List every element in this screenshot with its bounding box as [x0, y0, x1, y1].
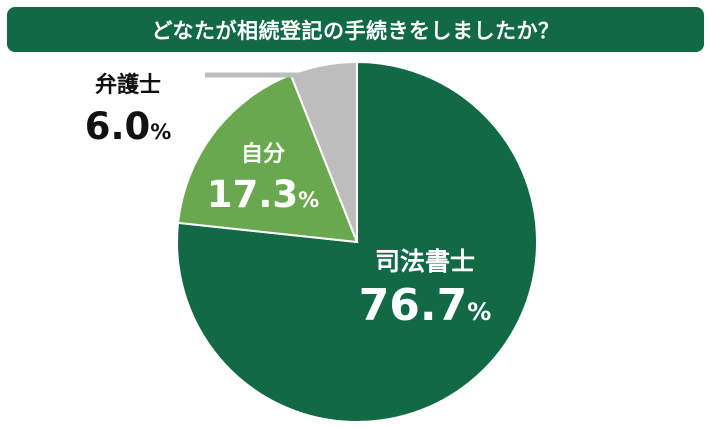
slice-value-jibun: 17.3%: [207, 173, 319, 216]
slice-label-bengoshi: 弁護士: [95, 72, 161, 98]
slice-value-number-jibun: 17.3: [207, 173, 298, 216]
slice-value-shihoshoshi: 76.7%: [359, 280, 492, 331]
slice-label-jibun: 自分: [241, 141, 285, 167]
slice-value-bengoshi: 6.0%: [85, 105, 172, 148]
slice-shihoshoshi: [176, 60, 538, 423]
slice-value-number-bengoshi: 6.0: [85, 105, 151, 148]
slice-value-unit-jibun: %: [298, 188, 319, 212]
title-banner: どなたが相続登記の手続きをしましたか？: [7, 7, 704, 52]
slice-value-number-shihoshoshi: 76.7: [359, 280, 468, 331]
pie-slices: [176, 60, 538, 423]
slice-value-unit-shihoshoshi: %: [467, 298, 491, 326]
slice-value-unit-bengoshi: %: [150, 120, 171, 144]
slice-jibun: [176, 73, 359, 244]
slice-label-shihoshoshi: 司法書士: [375, 247, 475, 276]
chart-title: どなたが相続登記の手続きをしましたか？: [151, 18, 560, 43]
